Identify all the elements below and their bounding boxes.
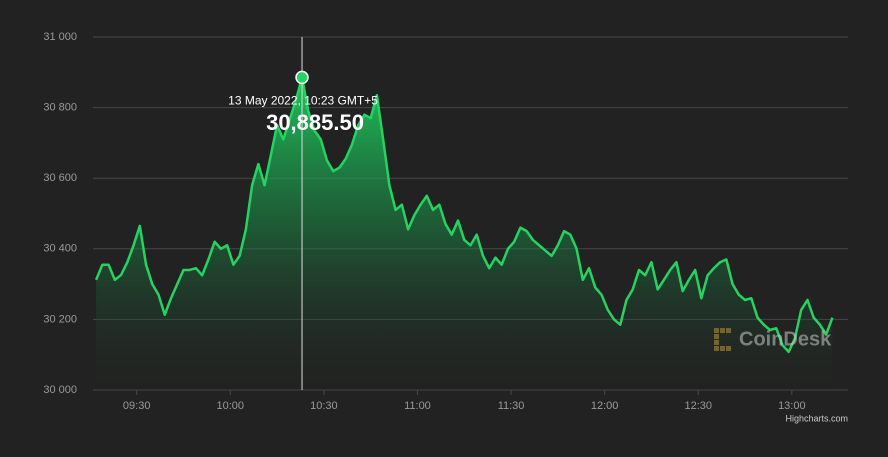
x-tick-label: 12:30 [684,400,712,412]
credits[interactable]: Highcharts.com [785,413,848,423]
x-tick-label: 12:00 [591,400,619,412]
hover-marker [295,70,309,85]
tooltip-title: 13 May 2022, 10:23 GMT+5 [228,94,378,108]
y-tick-label: 30 200 [43,313,77,325]
area-fill [96,77,833,391]
tooltip-value: 30,885.50 [266,110,364,135]
grid: 30 000 30 200 30 400 30 600 30 800 31 000 09:3… [43,31,848,412]
x-tick-label: 11:30 [498,400,525,412]
x-tick-label: 09:30 [123,400,151,412]
y-tick-label: 31 000 [43,31,77,43]
y-tick-label: 30 800 [43,102,77,114]
watermark-group: CoinDesk [714,328,832,351]
price-line [94,76,834,354]
y-tick-label: 30 400 [43,243,77,255]
watermark: CoinDesk [739,328,832,350]
x-tick-label: 11:00 [404,400,431,412]
x-tick-label: 10:00 [217,400,245,412]
x-tick-label: 10:30 [310,400,338,412]
y-tick-label: 30 000 [43,384,77,396]
plot-area [94,76,834,391]
y-tick-label: 30 600 [43,172,77,184]
x-tick-label: 13:00 [778,400,806,412]
watermark-logo [714,328,731,351]
tooltip: 13 May 2022, 10:23 GMT+5 30,885.50 [228,37,378,390]
